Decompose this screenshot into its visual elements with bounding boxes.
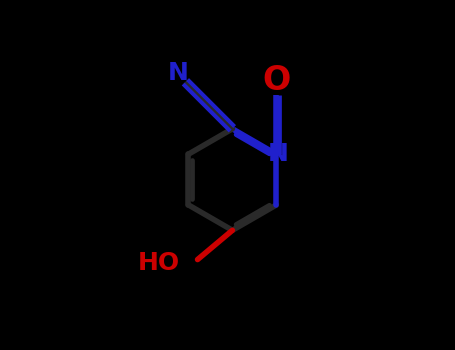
Text: N: N (268, 142, 288, 166)
Text: O: O (262, 64, 290, 97)
Text: N: N (168, 61, 189, 85)
Text: HO: HO (138, 251, 180, 275)
